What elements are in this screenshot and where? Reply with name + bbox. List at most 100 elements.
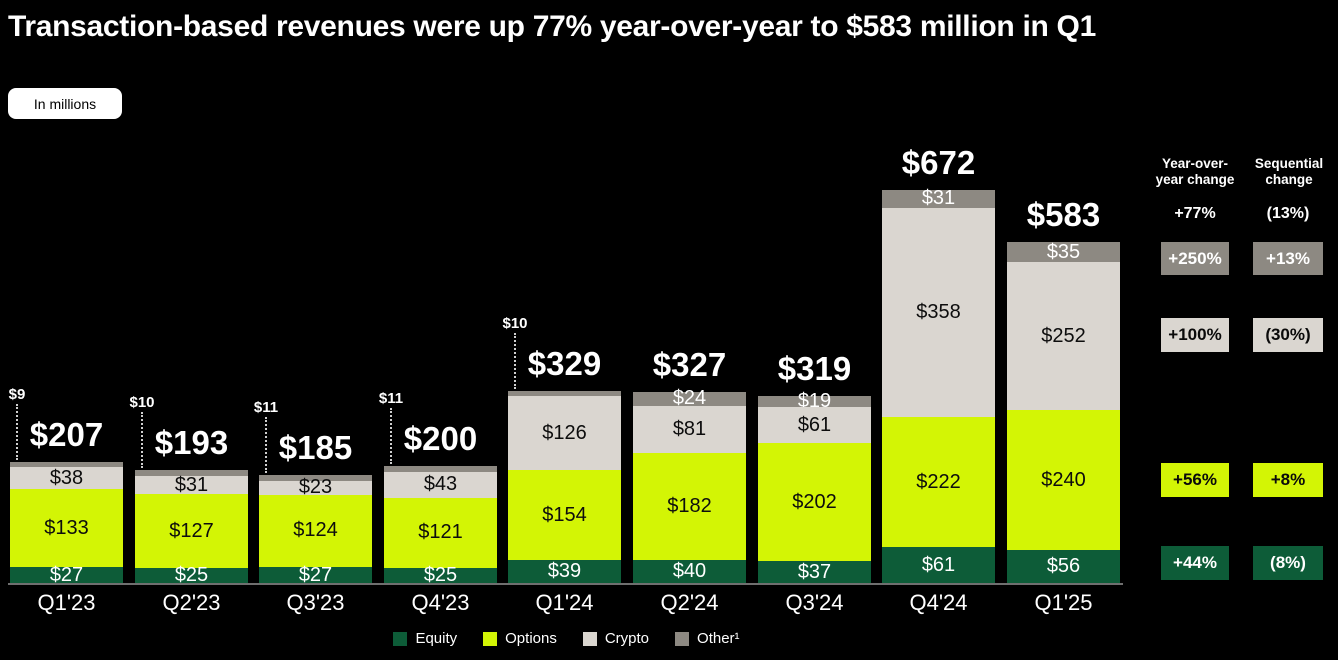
legend-label: Other¹ (697, 630, 740, 647)
segment-options: $182 (633, 453, 746, 560)
segment-options: $133 (10, 489, 123, 568)
page-title: Transaction-based revenues were up 77% y… (8, 10, 1096, 43)
bar-total-label: $200 (403, 420, 478, 457)
yoy-change-other: +250% (1161, 242, 1229, 275)
x-axis-line (8, 583, 1123, 585)
other-leader-line (390, 408, 392, 464)
x-axis-label: Q3'23 (286, 590, 345, 615)
bar-q423: $43 $121 $25 (384, 466, 497, 586)
segment-other (508, 390, 621, 397)
legend-label: Equity (415, 630, 458, 647)
segment-equity: $37 (758, 561, 871, 583)
seq-change-options: +8% (1253, 463, 1323, 497)
x-axis-label: Q2'24 (660, 590, 719, 615)
bar-q125: $35 $252 $240 $56 (1007, 241, 1120, 583)
segment-crypto: $43 (384, 472, 497, 498)
bar-total-label: $672 (901, 143, 976, 181)
legend-item-equity: Equity (393, 630, 457, 647)
segment-equity: $39 (508, 560, 621, 583)
segment-other: $19 (758, 390, 871, 412)
segment-crypto: $38 (10, 467, 123, 490)
bar-total-label: $327 (652, 345, 727, 383)
segment-other (259, 474, 372, 482)
segment-equity: $61 (882, 547, 995, 583)
segment-other: $35 (1007, 241, 1120, 263)
bar-total-label: $193 (154, 424, 229, 462)
other-swatch-icon (675, 631, 690, 646)
units-badge: In millions (8, 88, 122, 119)
seq-change-equity: (8%) (1253, 546, 1323, 580)
bar-q224: $24 $81 $182 $40 (633, 387, 746, 583)
x-axis-label: Q2'23 (162, 590, 221, 615)
segment-equity: $56 (1007, 550, 1120, 583)
segment-other (384, 466, 497, 473)
segment-equity: $25 (384, 564, 497, 586)
bar-total-label: $185 (278, 428, 353, 466)
other-leader-line (514, 332, 516, 389)
segment-options: $124 (259, 494, 372, 568)
other-leader-line (265, 416, 267, 473)
bar-total-label: $207 (29, 415, 104, 453)
bar-total-label: $583 (1026, 195, 1101, 233)
other-leader-label: $9 (8, 385, 26, 403)
segment-crypto: $61 (758, 407, 871, 444)
legend-item-crypto: Crypto (582, 630, 650, 647)
bar-q323: $23 $124 $27 (259, 474, 372, 586)
segment-crypto: $252 (1007, 262, 1120, 410)
seq-change-crypto: (30%) (1253, 318, 1323, 352)
other-leader-label: $10 (129, 394, 155, 412)
segment-equity: $40 (633, 559, 746, 583)
seq-change-other: +13% (1253, 242, 1323, 275)
x-axis-label: Q1'24 (535, 590, 594, 615)
other-leader-label: $11 (378, 390, 404, 407)
legend-item-other: Other¹ (675, 630, 740, 647)
segment-options: $240 (1007, 409, 1120, 551)
yoy-change-equity: +44% (1161, 546, 1229, 580)
segment-other (10, 461, 123, 468)
bar-q424: $31 $358 $222 $61 (882, 187, 995, 583)
segment-crypto: $23 (259, 476, 372, 498)
segment-options: $202 (758, 443, 871, 562)
x-axis-label: Q1'25 (1034, 590, 1093, 615)
legend-label: Crypto (604, 630, 650, 647)
seq-change-header: Sequential change (1254, 156, 1324, 188)
yoy-change-total: +77% (1174, 205, 1216, 222)
segment-crypto: $358 (882, 208, 995, 418)
yoy-change-options: +56% (1161, 463, 1229, 497)
legend-label: Options (505, 630, 557, 647)
bar-total-label: $329 (527, 344, 602, 382)
segment-crypto: $31 (135, 474, 248, 496)
segment-crypto: $81 (633, 405, 746, 454)
segment-options: $121 (384, 497, 497, 569)
x-axis-label: Q4'23 (411, 590, 470, 615)
other-leader-label: $10 (502, 314, 528, 332)
segment-equity: $27 (259, 564, 372, 586)
segment-options: $127 (135, 494, 248, 569)
segment-other: $31 (882, 187, 995, 209)
legend: Equity Options Crypto Other¹ (10, 630, 1123, 647)
legend-item-options: Options (483, 630, 557, 647)
bar-q324: $19 $61 $202 $37 (758, 390, 871, 583)
segment-crypto: $126 (508, 396, 621, 471)
segment-other: $24 (633, 387, 746, 409)
segment-equity: $27 (10, 564, 123, 586)
yoy-change-crypto: +100% (1161, 318, 1229, 352)
other-leader-label: $11 (253, 398, 279, 416)
equity-swatch-icon (393, 631, 408, 646)
segment-options: $154 (508, 470, 621, 561)
bar-q124: $126 $154 $39 (508, 390, 621, 583)
bar-total-label: $319 (777, 350, 852, 388)
options-swatch-icon (483, 631, 498, 646)
x-axis-label: Q1'23 (37, 590, 96, 615)
x-axis-label: Q3'24 (785, 590, 844, 615)
segment-equity: $25 (135, 564, 248, 586)
segment-options: $222 (882, 417, 995, 548)
x-axis-label: Q4'24 (909, 590, 968, 615)
crypto-swatch-icon (582, 631, 597, 646)
yoy-change-header: Year-over-year change (1155, 156, 1235, 188)
bar-q223: $31 $127 $25 (135, 470, 248, 586)
other-leader-line (141, 412, 143, 469)
seq-change-total: (13%) (1266, 205, 1310, 222)
